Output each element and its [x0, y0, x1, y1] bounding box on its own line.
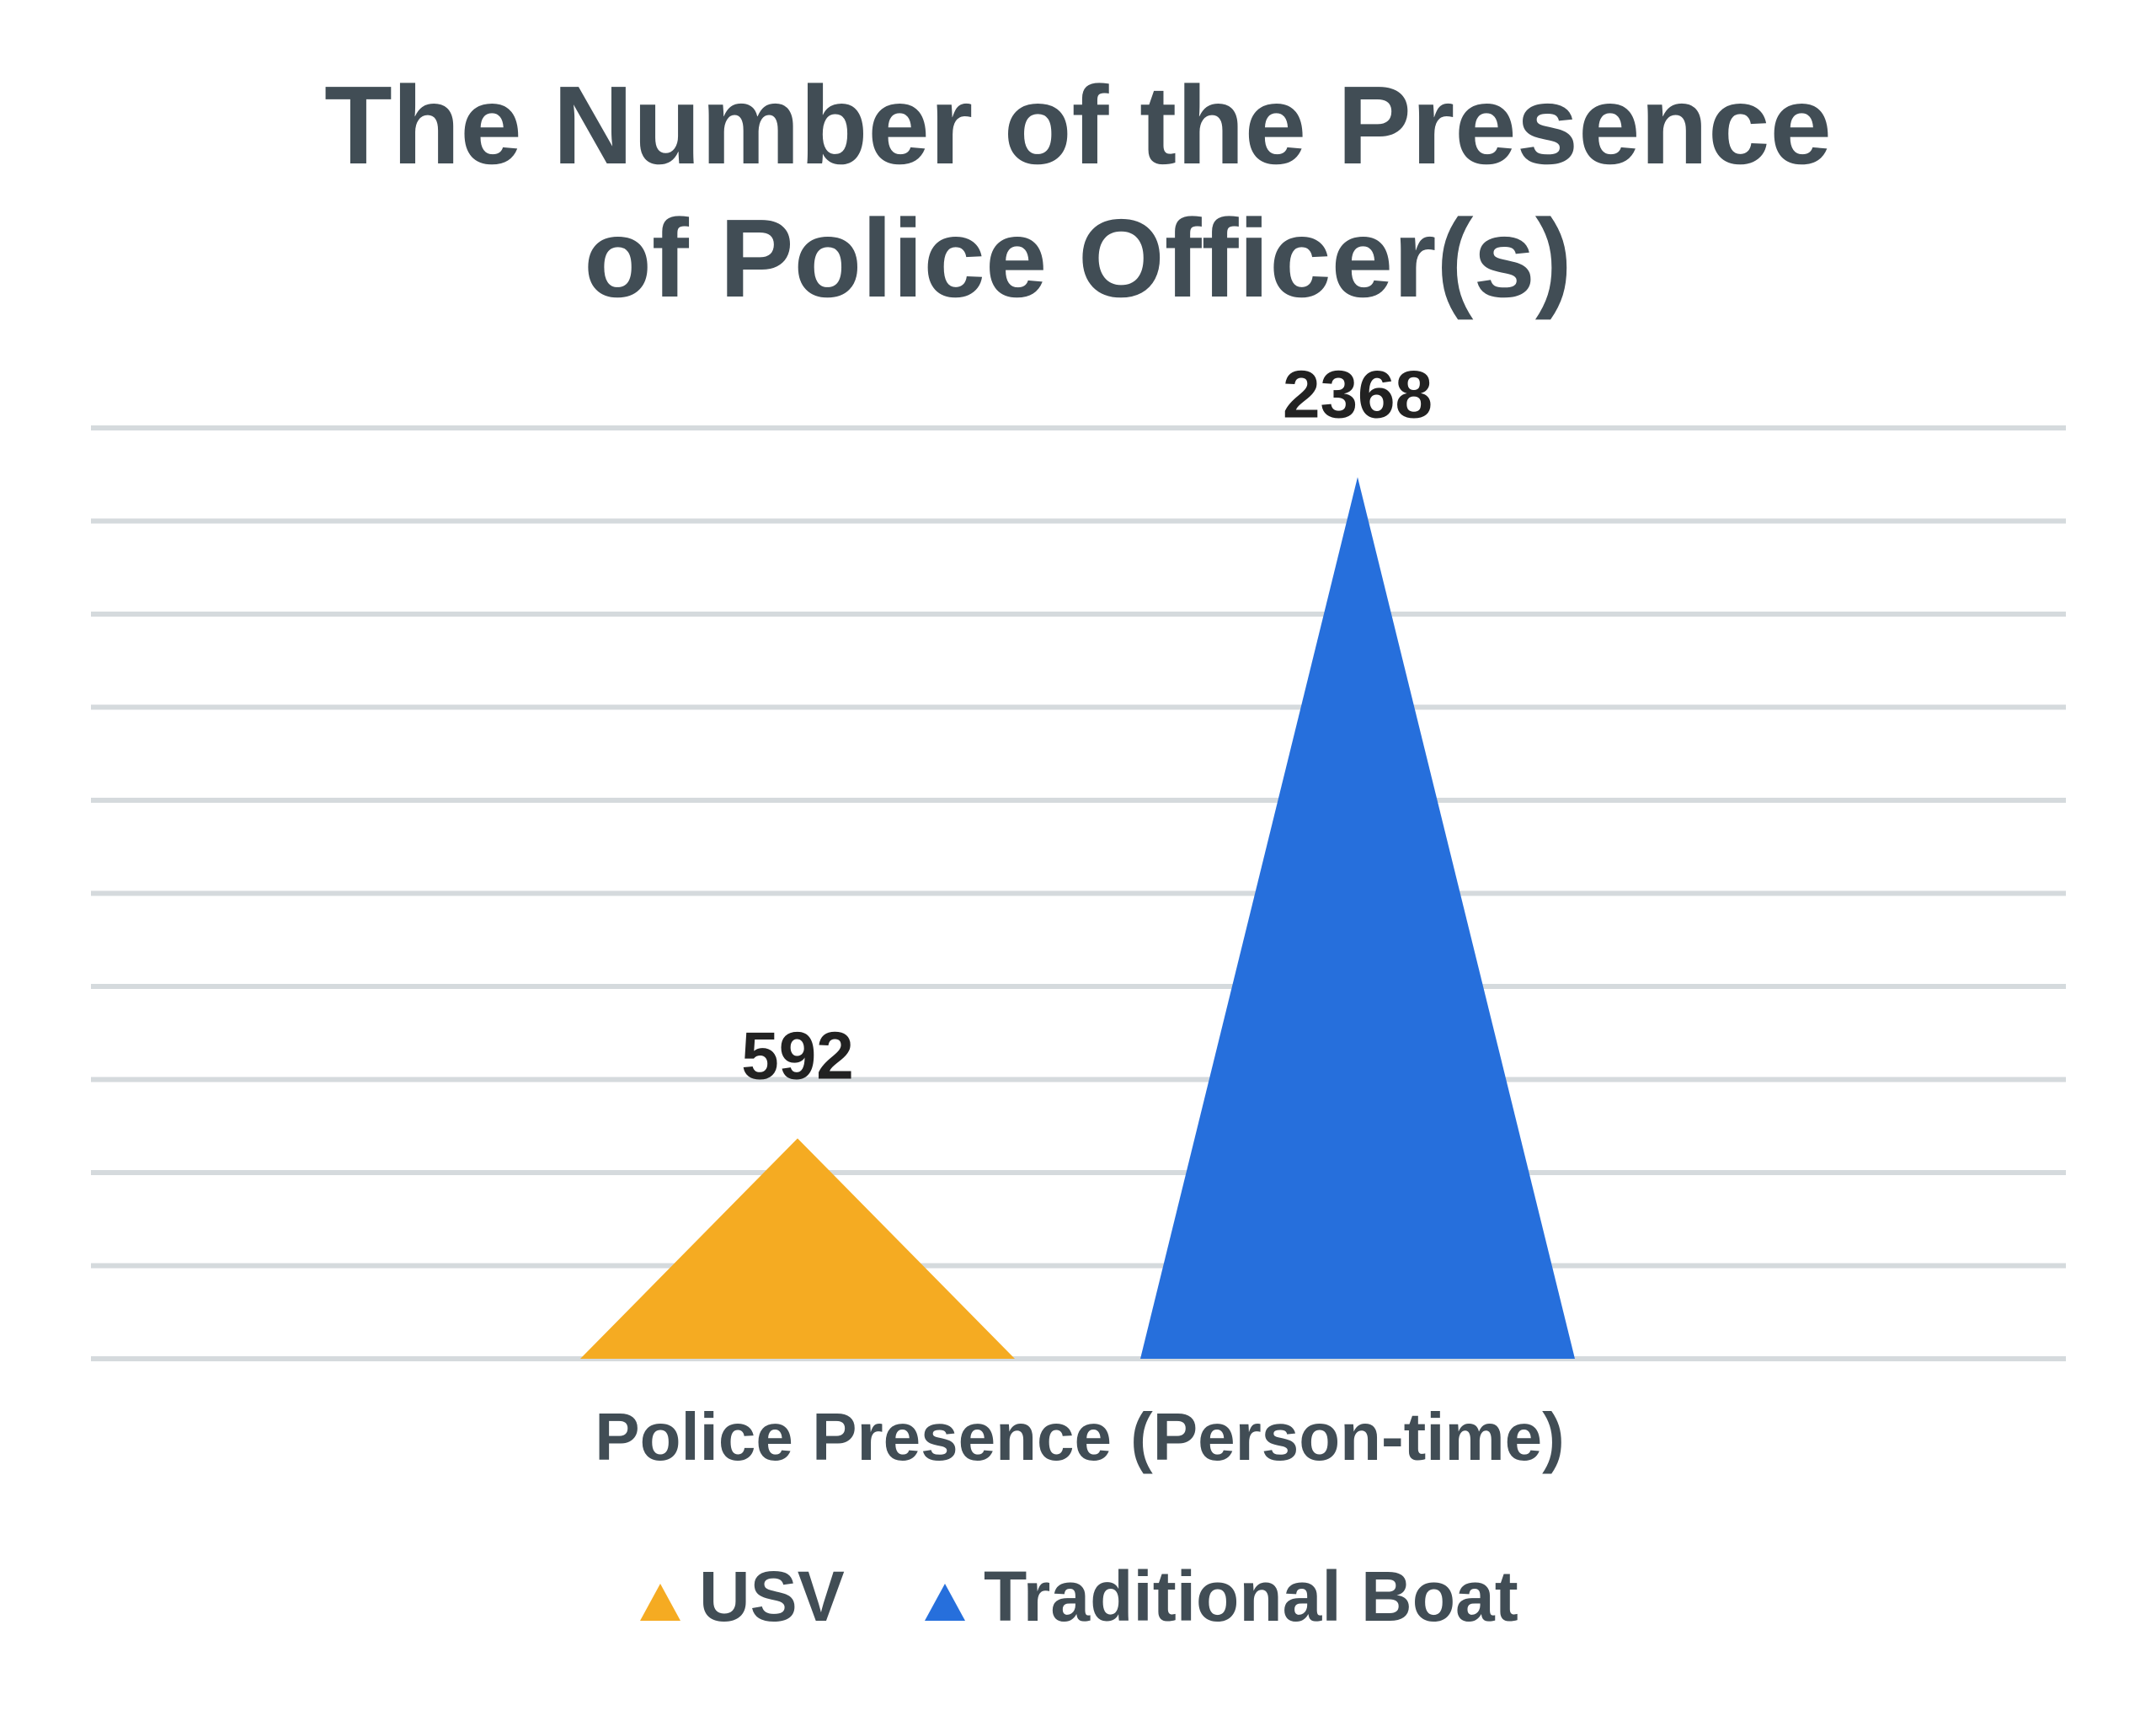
chart-title: The Number of the Presence of Police Off… — [324, 63, 1832, 320]
legend-label: Traditional Boat — [984, 1557, 1518, 1636]
legend-marker — [640, 1584, 680, 1621]
legend-marker — [925, 1584, 965, 1621]
x-tick-label: Police Presence (Person-time) — [595, 1399, 1565, 1474]
bar — [580, 1138, 1015, 1359]
bar — [1140, 477, 1575, 1359]
legend-label: USV — [699, 1557, 845, 1636]
value-label: 592 — [741, 1018, 853, 1093]
value-label: 2368 — [1283, 356, 1433, 431]
